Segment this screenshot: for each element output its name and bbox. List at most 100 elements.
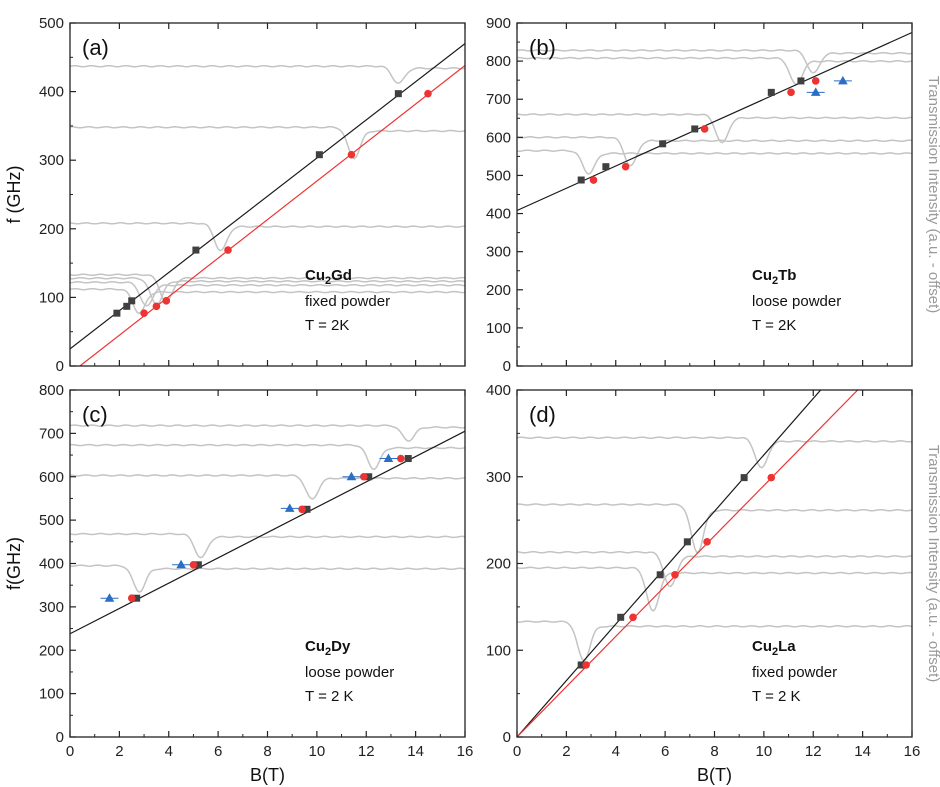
square-point xyxy=(691,125,699,133)
y-tick-label: 200 xyxy=(39,221,64,238)
square-point xyxy=(194,561,202,569)
circle-point xyxy=(589,176,598,184)
circle-point xyxy=(359,472,368,481)
transmission-trace xyxy=(517,56,912,85)
y-axis-label: f (GHz) xyxy=(4,166,24,224)
y-tick-label: 300 xyxy=(486,244,511,261)
y-tick-label: 100 xyxy=(39,686,64,703)
transmission-trace xyxy=(70,222,465,252)
triangle-point xyxy=(838,75,848,85)
sample-subscript: 2 xyxy=(772,646,778,658)
panel-a: 0 100 200 300 400 500 (a) f (GHz) Cu2Gd fixed pow… xyxy=(4,15,466,375)
y-tick-label: 500 xyxy=(39,512,64,529)
temperature-label: T = 2K xyxy=(752,317,796,334)
y-tick-label: 100 xyxy=(486,642,511,659)
y-tick-label: 600 xyxy=(39,469,64,486)
sample-form: fixed powder xyxy=(305,293,390,310)
y-tick-label: 400 xyxy=(486,382,511,399)
square-point xyxy=(656,571,664,579)
fit-line xyxy=(517,390,822,737)
circle-point xyxy=(811,77,820,85)
square-point xyxy=(128,297,136,305)
circle-point xyxy=(140,309,148,317)
circle-point xyxy=(582,661,590,669)
fit-line xyxy=(79,65,465,366)
square-point xyxy=(740,474,748,482)
plot-area xyxy=(70,424,465,635)
plot-area xyxy=(70,43,465,366)
transmission-trace xyxy=(517,49,912,74)
circle-point xyxy=(703,538,711,546)
transmission-trace xyxy=(517,566,912,612)
square-point xyxy=(659,140,667,148)
transmission-trace xyxy=(70,424,465,442)
transmission-trace xyxy=(70,287,465,315)
circle-point xyxy=(621,162,630,171)
square-point xyxy=(797,77,805,85)
triangle-point xyxy=(810,87,821,96)
triangle-point xyxy=(176,559,186,569)
y-tick-label: 400 xyxy=(39,84,64,101)
square-point xyxy=(577,661,585,669)
x-axis-label: B(T) xyxy=(250,765,285,785)
sample-base: Cu xyxy=(752,267,772,284)
square-point xyxy=(123,302,131,310)
transmission-trace xyxy=(517,136,912,167)
panel-label: (b) xyxy=(529,35,556,60)
square-point xyxy=(133,594,141,602)
square-point xyxy=(315,151,323,159)
panel-label: (a) xyxy=(82,35,109,60)
transmission-trace xyxy=(70,564,465,593)
y-tick-label: 0 xyxy=(56,729,64,746)
right-axis-label: Transmission Intensity (a.u. - offset) xyxy=(925,76,940,314)
circle-point xyxy=(162,297,171,305)
triangle-point xyxy=(104,593,115,602)
axes-frame xyxy=(69,389,466,738)
circle-point xyxy=(347,150,356,159)
sample-base: Cu xyxy=(305,267,325,284)
sample-name: Cu2La xyxy=(752,638,796,658)
x-tick-label: 0 xyxy=(66,743,74,760)
y-tick-label: 100 xyxy=(486,320,511,337)
transmission-trace xyxy=(517,113,912,144)
square-point xyxy=(113,309,121,317)
transmission-trace xyxy=(517,620,912,662)
y-axis-label: f(GHz) xyxy=(4,537,24,590)
triangle-point xyxy=(284,503,295,512)
x-tick-label: 4 xyxy=(165,743,173,760)
sample-subscript: 2 xyxy=(325,646,331,658)
square-point xyxy=(617,613,625,621)
sample-element: Tb xyxy=(778,267,796,284)
temperature-label: T = 2K xyxy=(305,317,349,334)
square-point xyxy=(683,538,691,546)
sample-name: Cu2Tb xyxy=(752,267,796,287)
sample-form: fixed powder xyxy=(752,664,837,681)
square-point xyxy=(303,505,311,513)
y-tick-label: 200 xyxy=(486,556,511,573)
square-point xyxy=(767,88,775,96)
triangle-point xyxy=(383,453,394,463)
panel-label: (d) xyxy=(529,402,556,427)
transmission-trace xyxy=(70,532,465,559)
temperature-label: T = 2 K xyxy=(752,688,801,705)
x-axis-label: B(T) xyxy=(697,765,732,785)
panel-c: 0 2 4 6 8 10 12 14 16 0 100 200 300 400 500 600 700 800 (c… xyxy=(4,382,473,785)
square-point xyxy=(192,246,200,254)
circle-point xyxy=(189,561,198,569)
transmission-trace xyxy=(517,550,912,587)
x-tick-label: 8 xyxy=(710,743,718,760)
x-tick-label: 2 xyxy=(115,743,123,760)
circle-point xyxy=(424,89,432,98)
transmission-trace xyxy=(517,436,912,469)
transmission-trace xyxy=(70,126,465,160)
circle-point xyxy=(787,88,795,97)
x-tick-label: 10 xyxy=(756,743,773,760)
circle-point xyxy=(671,570,679,579)
triangle-point xyxy=(346,471,357,481)
x-tick-label: 6 xyxy=(214,743,222,760)
panel-d: 0 2 4 6 8 10 12 14 16 0 100 200 300 400 (d) B(T) Transmi… xyxy=(486,382,940,785)
sample-subscript: 2 xyxy=(325,275,331,287)
y-tick-label: 200 xyxy=(486,282,511,299)
circle-point xyxy=(127,594,136,602)
